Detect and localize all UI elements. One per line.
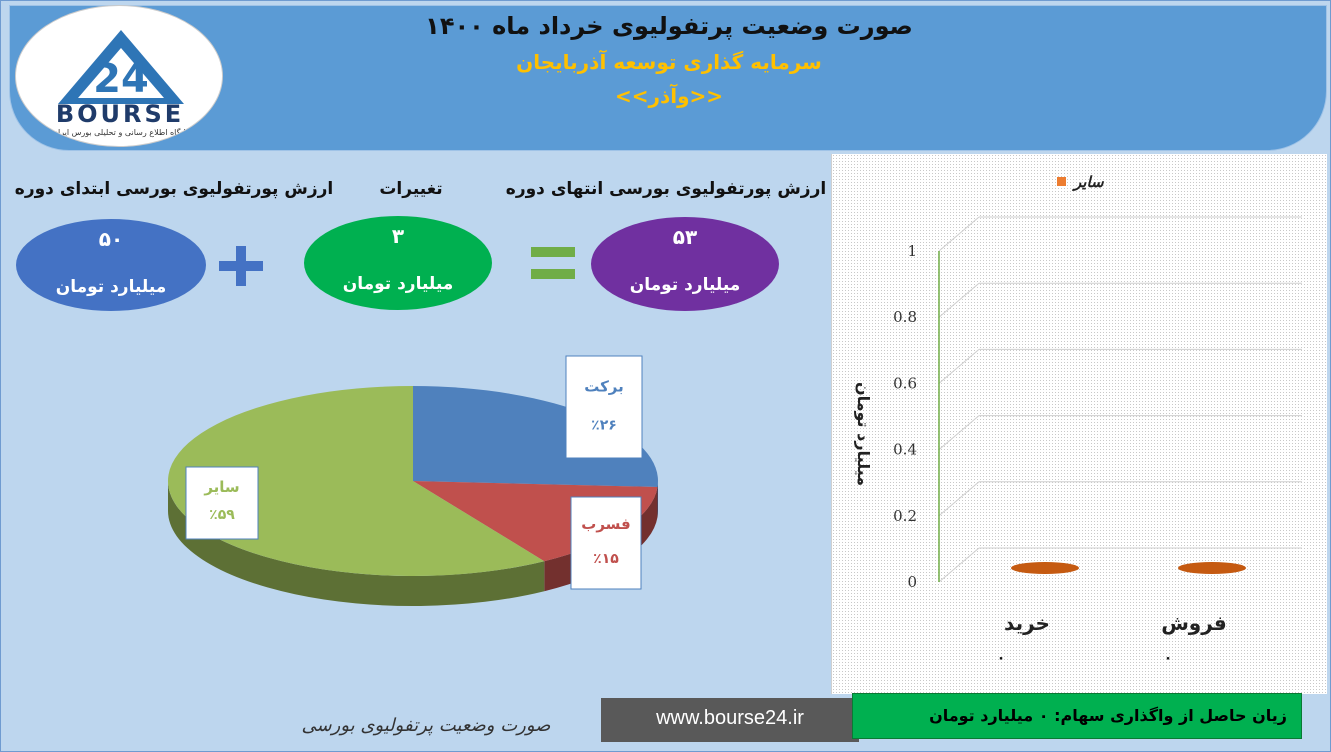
change-unit: میلیارد تومان — [342, 274, 454, 294]
y-tick-label: 0.2 — [893, 507, 917, 525]
grid-diag — [938, 282, 980, 318]
pie-label-percent: ٪۲۶ — [591, 417, 617, 433]
pie-label-سایر: سایر ٪۵۹ — [185, 466, 259, 540]
trade-chart-panel: 0 0.2 0.4 0.6 0.8 1 میلیارد تومان سایر خرید ۰ فروش… — [831, 154, 1327, 694]
ticker-symbol: <<وآذر>> — [614, 84, 724, 108]
change-value-ellipse: ۳ میلیارد تومان — [304, 216, 492, 310]
bar-top-خرید — [1011, 562, 1079, 574]
start-value-label: ارزش پورتفولیوی بورسی ابتدای دوره — [14, 179, 334, 199]
pie-wall-سایر — [168, 481, 545, 606]
change-label: تغییرات — [379, 179, 443, 199]
y-axis-label: میلیارد تومان — [854, 382, 873, 486]
start-value: ۵۰ — [98, 227, 124, 251]
pie-label-percent: ٪۱۵ — [593, 551, 619, 567]
pie-label-name: فسرب — [581, 515, 631, 533]
logo-word: BOURSE — [55, 100, 185, 128]
footer-caption: صورت وضعیت پرتفولیوی بورسی — [301, 715, 551, 736]
y-tick-label: 0.4 — [893, 441, 917, 459]
bar-data-label: ۰ — [1164, 650, 1173, 666]
equals-icon — [531, 247, 575, 279]
pie-label-برکت: برکت ٪۲۶ — [565, 355, 643, 459]
page-title: صورت وضعیت پرتفولیوی خرداد ماه ۱۴۰۰ — [425, 12, 913, 40]
loss-summary-box: زیان حاصل از واگذاری سهام: ۰ میلیارد توم… — [852, 693, 1302, 739]
end-value-label: ارزش پورتفولیوی بورسی انتهای دوره — [505, 179, 827, 199]
pie-label-name: سایر — [203, 478, 239, 496]
header-banner: صورت وضعیت پرتفولیوی خرداد ماه ۱۴۰۰ سرما… — [9, 5, 1327, 151]
pie-slice-برکت — [413, 386, 658, 487]
start-value-ellipse: ۵۰ میلیارد تومان — [16, 219, 206, 311]
legend-swatch — [1057, 177, 1066, 186]
y-tick-label: 0 — [907, 573, 917, 591]
y-tick-label: 1 — [907, 242, 917, 260]
grid-diag — [938, 481, 980, 517]
y-tick-label: 0.8 — [893, 308, 917, 326]
legend-label: سایر — [1072, 173, 1105, 191]
bourse24-logo: 24 BOURSE پایگاه اطلاع رسانی و تحلیلی بو… — [15, 5, 223, 147]
portfolio-pie-chart: برکت ٪۲۶ فسرب ٪۱۵ سایر ٪۵۹ — [168, 355, 658, 606]
website-link[interactable]: www.bourse24.ir — [601, 698, 859, 742]
start-unit: میلیارد تومان — [55, 277, 167, 297]
legend-item: سایر — [1057, 173, 1105, 191]
pie-slice-سایر — [168, 386, 545, 576]
logo-tagline: پایگاه اطلاع رسانی و تحلیلی بورس ایران — [52, 128, 188, 137]
x-category-label: خرید — [1004, 611, 1050, 635]
website-url[interactable]: www.bourse24.ir — [656, 707, 804, 729]
loss-summary-text: زیان حاصل از واگذاری سهام: ۰ میلیارد توم… — [929, 706, 1287, 725]
end-value-ellipse: ۵۳ میلیارد تومان — [591, 217, 779, 311]
x-category-label: فروش — [1161, 611, 1227, 635]
bar-data-label: ۰ — [997, 650, 1006, 666]
change-value: ۳ — [391, 224, 405, 248]
grid-diag — [938, 547, 980, 583]
svg-text:24: 24 — [93, 56, 149, 102]
bar-top-فروش — [1178, 562, 1246, 574]
grid-diag — [938, 415, 980, 450]
end-unit: میلیارد تومان — [629, 275, 741, 295]
pie-label-فسرب: فسرب ٪۱۵ — [570, 496, 642, 590]
end-value: ۵۳ — [672, 225, 698, 249]
pie-label-name: برکت — [584, 378, 624, 396]
y-tick-label: 0.6 — [893, 374, 917, 392]
pie-label-percent: ٪۵۹ — [209, 507, 235, 523]
grid-diag — [938, 349, 980, 384]
logo-mark-icon: 24 — [58, 30, 184, 104]
plus-icon — [219, 246, 263, 286]
company-name: سرمایه گذاری توسعه آذربایجان — [516, 50, 822, 74]
grid-diag — [938, 216, 980, 252]
trade-bar-chart: 0 0.2 0.4 0.6 0.8 1 میلیارد تومان سایر خرید ۰ فروش… — [854, 173, 1302, 666]
